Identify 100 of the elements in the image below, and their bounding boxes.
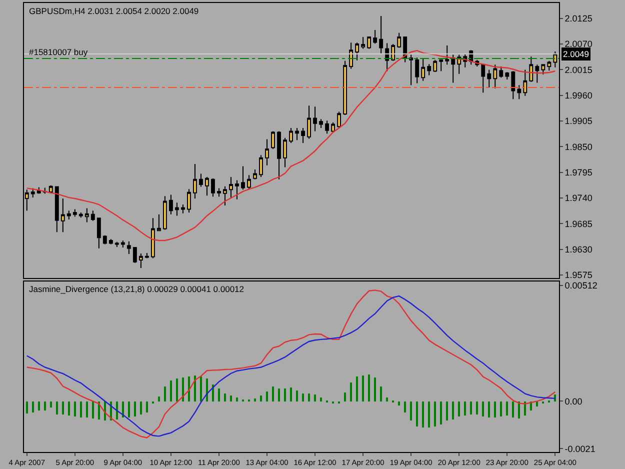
bar [218, 388, 220, 402]
candlestick [114, 241, 119, 248]
candlestick [259, 154, 263, 178]
y-tick-label: -0.0021 [564, 444, 596, 454]
candlestick [132, 246, 137, 264]
bar [170, 380, 172, 402]
candlestick [367, 36, 372, 50]
bar [416, 401, 418, 426]
candlestick [84, 208, 89, 223]
candlestick [193, 163, 197, 199]
bar [56, 401, 58, 414]
candlestick [168, 194, 173, 215]
candlestick [493, 64, 498, 89]
bar [194, 375, 196, 402]
bar [158, 396, 160, 402]
candlestick [283, 137, 287, 168]
candlestick [349, 42, 354, 70]
bar [476, 401, 478, 414]
candlestick [553, 51, 558, 68]
bar [512, 401, 514, 418]
candlestick [523, 69, 528, 96]
candlestick [535, 64, 540, 84]
candlestick [66, 210, 71, 220]
candlestick [451, 54, 456, 84]
candlestick [301, 128, 305, 144]
bar [98, 401, 100, 420]
bar [500, 401, 502, 416]
candlestick [439, 58, 444, 72]
bar [188, 376, 190, 402]
candlestick [36, 186, 41, 194]
bar [122, 401, 124, 418]
candlestick [271, 130, 275, 150]
bar [278, 388, 280, 402]
candlestick [397, 32, 402, 48]
bar [62, 401, 64, 414]
bar [314, 394, 316, 402]
line-series [26, 50, 556, 242]
bar [380, 386, 382, 402]
candlestick [511, 70, 516, 100]
bar [506, 401, 508, 416]
ref-line-label: 2.0049 [563, 49, 590, 59]
bar [422, 401, 424, 428]
candlestick [541, 64, 546, 75]
y-tick-label: 1.9740 [564, 193, 592, 204]
y-tick-label: 2.0125 [564, 14, 592, 24]
candlestick [361, 36, 366, 50]
candlestick [138, 253, 143, 268]
bar [200, 376, 202, 402]
y-tick-label: 1.9795 [564, 168, 592, 178]
candlestick [313, 106, 317, 132]
candlestick [343, 60, 348, 116]
bar [446, 401, 448, 420]
candlestick [277, 130, 281, 180]
candlestick [126, 240, 131, 254]
bar [356, 376, 358, 402]
candlestick [156, 214, 161, 232]
candlestick [355, 42, 360, 61]
bar [296, 390, 298, 402]
candlestick [162, 196, 167, 230]
bar [44, 401, 46, 410]
bar [428, 401, 430, 428]
bar [32, 401, 34, 412]
chart-title: Jasmine_Divergence (13,21,8) 0.00029 0.00041 0.00012 [29, 284, 244, 294]
candlestick [108, 238, 113, 245]
bar [164, 386, 166, 402]
y-tick-label: 1.9630 [564, 244, 592, 254]
candlestick [289, 128, 293, 144]
bar [134, 401, 136, 416]
y-tick-label: 2.0015 [564, 64, 592, 75]
bar [38, 401, 40, 410]
bar [128, 401, 130, 418]
candlestick [205, 176, 209, 196]
candlestick [433, 59, 438, 73]
candlestick [78, 212, 83, 218]
candlestick [337, 111, 342, 128]
bar [494, 401, 496, 418]
bar [260, 395, 262, 402]
candlestick [54, 186, 59, 233]
candlestick [409, 54, 414, 86]
candlestick [30, 188, 35, 198]
bar [320, 397, 322, 402]
bar [86, 401, 88, 418]
candlestick [265, 138, 269, 166]
candlestick [211, 178, 215, 198]
bar [284, 388, 286, 402]
candlestick [253, 169, 257, 180]
bar [518, 401, 520, 418]
bar [482, 401, 484, 416]
y-tick-label: 1.9850 [564, 142, 592, 152]
bar [26, 401, 28, 414]
candlestick [499, 66, 504, 78]
ref-line-label: #15810007 buy [29, 47, 88, 57]
bar [464, 401, 466, 416]
candlestick [505, 72, 510, 80]
bar [434, 401, 436, 426]
candlestick [319, 118, 324, 129]
candlestick [421, 58, 426, 82]
bar [440, 401, 442, 424]
bar [230, 395, 232, 402]
candlestick [187, 188, 191, 213]
